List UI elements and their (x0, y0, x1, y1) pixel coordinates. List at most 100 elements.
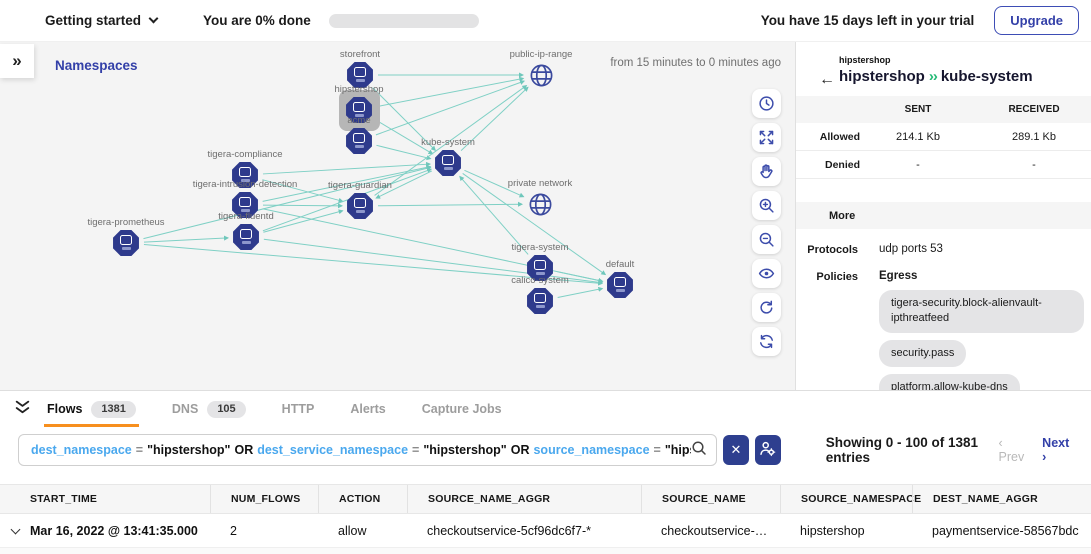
graph-tool-expand-button[interactable] (752, 123, 781, 152)
graph-edge[interactable] (376, 144, 432, 161)
graph-edge[interactable] (375, 170, 433, 199)
tab-capture-jobs[interactable]: Capture Jobs (419, 391, 505, 427)
back-button[interactable]: ← (813, 70, 841, 90)
denied-label: Denied (824, 158, 860, 171)
graph-edge[interactable] (143, 235, 230, 243)
graph-edge[interactable] (464, 169, 525, 198)
graph-node-hipstershop[interactable] (338, 89, 380, 131)
graph-edge[interactable] (460, 86, 529, 151)
showing-entries-label: Showing 0 - 100 of 1381 entries (825, 435, 979, 465)
graph-edge[interactable] (372, 87, 436, 151)
graph-edge[interactable] (262, 179, 344, 203)
graph-edge[interactable] (557, 286, 604, 298)
graph-node-tigera-system[interactable] (527, 255, 554, 282)
more-section-header[interactable]: More (796, 202, 1091, 229)
graph-edge[interactable] (262, 161, 432, 175)
allowed-received: 289.1 Kb (1011, 130, 1057, 143)
flow-filter-input[interactable]: dest_namespace = "hipstershop" OR dest_servi… (18, 434, 717, 466)
tab-count-badge: 1381 (91, 400, 136, 418)
graph-tool-refresh-button[interactable] (752, 327, 781, 356)
graph-tool-zoom-out-button[interactable] (752, 225, 781, 254)
graph-node-public-ip-range[interactable] (528, 62, 555, 89)
graph-edge[interactable] (374, 118, 434, 155)
cell-source_namespace: hipstershop (800, 523, 865, 538)
cell-source_name_aggr: checkoutservice-5cf96dc6f7-* (427, 523, 591, 538)
flows-panel: Flows 1381 DNS 105 HTTP Alerts Capture Jobs de… (0, 390, 1091, 554)
namespace-icon (435, 150, 461, 176)
filter-token-field: dest_namespace (31, 443, 132, 457)
tab-alerts[interactable]: Alerts (347, 391, 388, 427)
graph-tool-undo-button[interactable] (752, 293, 781, 322)
node-label-tigera-system: tigera-system (511, 242, 569, 253)
column-header-dest_name_aggr[interactable]: DEST_NAME_AGGR (912, 485, 1091, 513)
top-bar: Getting started You are 0% done You have… (0, 0, 1091, 42)
graph-edge[interactable] (262, 168, 433, 232)
customize-columns-button[interactable] (754, 435, 781, 465)
sidebar-expand-button[interactable]: » (0, 44, 34, 78)
graph-node-calico-system[interactable] (527, 288, 554, 315)
graph-tool-pan-button[interactable] (752, 157, 781, 186)
graph-node-tigera-compliance[interactable] (232, 162, 259, 189)
time-range-label: from 15 minutes to 0 minutes ago (610, 57, 781, 69)
protocols-label: Protocols (807, 244, 858, 256)
allowed-row: Allowed 214.1 Kb 289.1 Kb (796, 123, 1091, 151)
allowed-label: Allowed (819, 130, 860, 143)
graph-edge[interactable] (557, 271, 604, 283)
graph-node-storefront[interactable] (347, 62, 374, 89)
tab-dns[interactable]: DNS 105 (169, 391, 249, 427)
graph-tool-eye-button[interactable] (752, 259, 781, 288)
namespace-icon (233, 224, 259, 250)
upgrade-button[interactable]: Upgrade (994, 6, 1079, 35)
graph-edge[interactable] (376, 76, 525, 108)
prev-page-button[interactable]: ‹ Prev (998, 436, 1025, 464)
column-header-source_namespace[interactable]: SOURCE_NAMESPACE (780, 485, 921, 513)
graph-edge[interactable] (459, 175, 529, 255)
double-chevron-right-icon: » (12, 51, 22, 70)
chevron-down-icon (148, 13, 159, 24)
filter-row: dest_namespace = "hipstershop" OR dest_servi… (0, 427, 1091, 473)
next-page-button[interactable]: Next › (1042, 436, 1070, 464)
graph-tool-zoom-in-button[interactable] (752, 191, 781, 220)
tab-http[interactable]: HTTP (279, 391, 318, 427)
graph-edge[interactable] (143, 244, 604, 286)
graph-node-acme[interactable] (346, 128, 373, 155)
graph-edge[interactable] (143, 165, 432, 240)
graph-edge[interactable] (462, 173, 607, 276)
column-header-source_name_aggr[interactable]: SOURCE_NAME_AGGR (407, 485, 641, 513)
policy-pill[interactable]: platform.allow-kube-dns (879, 374, 1020, 390)
column-header-action[interactable]: ACTION (318, 485, 407, 513)
table-row[interactable]: Mar 16, 2022 @ 13:41:35.000 2 allow checkou… (0, 514, 1091, 548)
clear-filter-button[interactable]: ✕ (723, 435, 749, 465)
graph-node-default[interactable] (607, 272, 634, 299)
graph-node-tigera-intrusion-detection[interactable] (232, 192, 259, 219)
column-header-source_name[interactable]: SOURCE_NAME (641, 485, 780, 513)
graph-edge[interactable] (263, 209, 344, 233)
trial-countdown: You have 15 days left in your trial (760, 13, 975, 28)
namespace-icon (527, 288, 553, 314)
policy-pill[interactable]: tigera-security.block-alienvault-ipthrea… (879, 290, 1084, 333)
graph-node-tigera-fluentd[interactable] (233, 224, 260, 251)
column-header-num_flows[interactable]: NUM_FLOWS (210, 485, 318, 513)
clock-icon (758, 95, 775, 112)
graph-node-private-network[interactable] (527, 191, 554, 218)
tab-flows[interactable]: Flows 1381 (44, 391, 139, 427)
tab-label: Alerts (350, 402, 386, 416)
node-label-acme: acme (347, 115, 371, 126)
graph-edge[interactable] (374, 84, 528, 196)
graph-edge[interactable] (377, 201, 524, 207)
graph-tool-clock-button[interactable] (752, 89, 781, 118)
next-row-strip (0, 548, 1091, 554)
graph-edge[interactable] (262, 165, 432, 202)
pan-icon (758, 163, 775, 180)
graph-edge[interactable] (375, 80, 526, 136)
getting-started-menu[interactable]: Getting started (45, 13, 159, 28)
collapse-panel-button[interactable] (14, 400, 31, 418)
graph-node-tigera-guardian[interactable] (347, 193, 374, 220)
graph-node-kube-system[interactable] (435, 150, 462, 177)
col-sent: SENT (904, 104, 932, 115)
row-expand-icon[interactable] (10, 524, 21, 535)
graph-node-tigera-prometheus[interactable] (113, 230, 140, 257)
policy-pill[interactable]: security.pass (879, 339, 967, 368)
column-header-start_time[interactable]: START_TIME (30, 493, 98, 505)
back-arrow-icon: ← (819, 71, 835, 88)
